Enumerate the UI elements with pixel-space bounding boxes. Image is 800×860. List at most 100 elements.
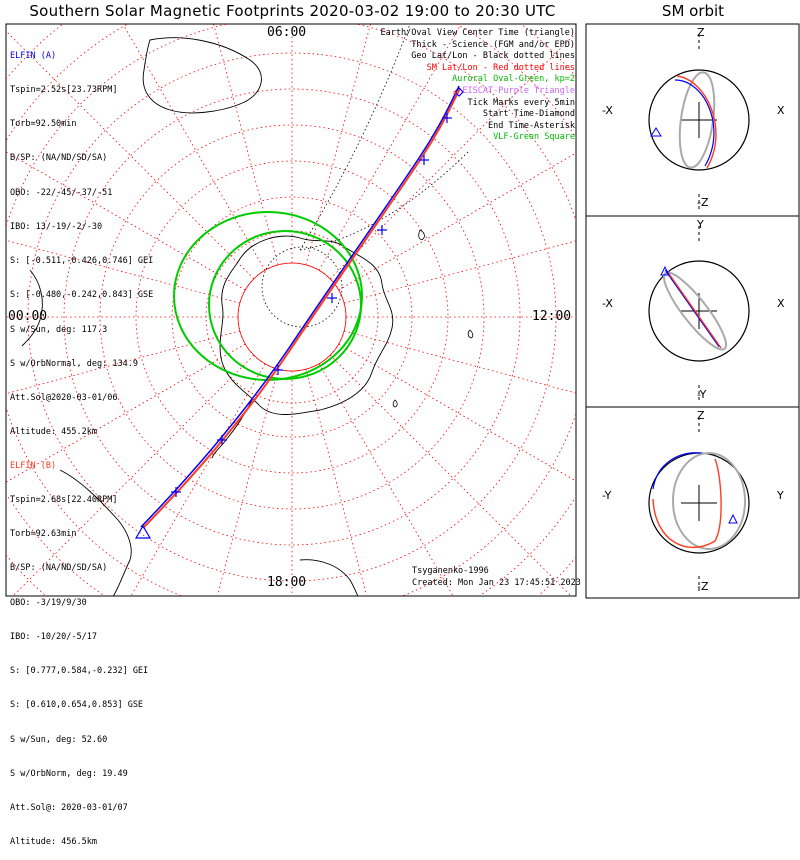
elfin-a-line: Att.Sol@2020-03-01/06 <box>10 393 118 403</box>
sm-latitude-circle <box>99 124 485 510</box>
antarctica-coast <box>219 235 394 415</box>
sm-panel-2-right-label: X <box>777 297 785 310</box>
island-coast <box>392 229 474 408</box>
elfin-b-line: S w/Sun, deg: 52.60 <box>10 734 108 745</box>
elfin-b-line: B/SP: (NA/ND/SD/SA) <box>10 563 108 574</box>
elfin-b-line: S w/OrbNorm, deg: 19.49 <box>10 768 128 779</box>
sm-panel-graphic <box>585 215 800 408</box>
view-triangle <box>650 127 662 137</box>
page-title: Southern Solar Magnetic Footprints 2020-… <box>29 2 556 20</box>
legend-item: EISCAT-Purple Triangle <box>462 85 575 96</box>
orbit-projection <box>662 271 728 351</box>
elfin-b-info: ELFIN (B) Tspin=2.68s[22.40RPM] Torb=92.… <box>10 438 148 860</box>
mlt-label-left: 00:00 <box>8 309 48 324</box>
sm-panel-3-left-label: -Y <box>602 489 612 502</box>
elfin-a-name: ELFIN (A) <box>10 50 57 61</box>
sm-pole-circle <box>237 262 347 372</box>
model-credit: Tsyganenko-1996 <box>412 566 489 576</box>
sm-panel-1-right-label: X <box>777 104 785 117</box>
elfin-a-orbit <box>664 269 720 348</box>
sm-panel-2-left-label: -X <box>602 297 613 310</box>
sm-panel-1-bottom-label: -Z <box>697 196 709 209</box>
view-triangle <box>728 513 738 524</box>
sm-longitude-line <box>344 330 576 394</box>
elfin-a-line: S: [-0.511,-0.426,0.746] GEI <box>10 256 154 267</box>
sm-panel-1-top-label: Z <box>697 26 705 39</box>
sm-panel-3-top-label: Z <box>697 409 705 422</box>
elfin-b-orbit <box>676 75 717 169</box>
sm-panel-1-left-label: -X <box>602 104 613 117</box>
elfin-a-line: Tspin=2.52s[23.73RPM] <box>10 85 118 96</box>
elfin-a-info: ELFIN (A) Tspin=2.52s[23.73RPM] Torb=92.… <box>10 28 153 450</box>
sm-orbit-title: SM orbit <box>661 2 725 20</box>
legend-item: SM Lat/Lon - Red dotted lines <box>426 62 575 73</box>
sm-latitude-circle <box>171 196 413 438</box>
legend-item: VLF-Green Square <box>493 132 575 143</box>
australia-coast <box>142 37 262 114</box>
start-diamond <box>454 87 464 97</box>
earth-circle <box>648 69 750 171</box>
geo-latitude-circle <box>261 246 343 328</box>
auroral-oval-inner <box>208 230 362 380</box>
sm-longitude-line <box>329 354 572 596</box>
elfin-a-line: Torb=92.50min <box>10 119 77 130</box>
elfin-b-track <box>142 87 461 529</box>
elfin-b-name: ELFIN (B) <box>10 460 57 471</box>
elfin-b-line: IBO: -10/20/-5/17 <box>10 631 97 642</box>
sm-panel-frame <box>585 406 800 599</box>
sm-longitude-line <box>318 363 454 596</box>
created-timestamp: Created: Mon Jan 23 17:45:51 2023 <box>412 578 581 588</box>
sm-longitude-line <box>344 240 576 304</box>
sm-panel-graphic <box>585 406 800 599</box>
geo-grid <box>261 24 471 328</box>
mlt-label-bottom: 18:00 <box>267 575 307 590</box>
main-frame <box>5 23 577 597</box>
elfin-b-orbit <box>666 270 722 349</box>
sm-panel-3-right-label: Y <box>777 489 784 502</box>
legend: Earth/Oval View Center Time (triangle) T… <box>381 28 575 144</box>
sm-latitude-circle <box>135 160 449 474</box>
auroral-oval-outer <box>173 211 363 381</box>
spacecraft-tracks: * <box>134 85 464 539</box>
sm-panel-graphic <box>585 23 800 217</box>
legend-item: Geo Lat/Lon - Black dotted lines <box>411 51 575 62</box>
sm-panel-3-bottom-label: -Z <box>697 580 709 593</box>
elfin-b-line: OBO: -3/19/9/30 <box>10 597 87 608</box>
legend-item: Tick Marks every 5min <box>467 97 575 108</box>
elfin-a-line: OBO: -22/-45/-37/-51 <box>10 187 113 198</box>
earth-circle <box>648 260 750 362</box>
orbit-projection <box>672 452 746 550</box>
mlt-label-top: 06:00 <box>267 25 307 40</box>
mlt-label-right: 12:00 <box>532 309 572 324</box>
sm-latitude-circle <box>237 262 347 372</box>
legend-item: Start Time-Diamond <box>482 109 575 120</box>
elfin-b-line: Att.Sol@: 2020-03-01/07 <box>10 803 128 813</box>
sm-panel-2-bottom-label: -Y <box>697 388 707 401</box>
elfin-b-line: S: [0.610,0.654,0.853] GSE <box>10 700 144 711</box>
elfin-a-orbit <box>674 79 715 167</box>
elfin-a-track <box>140 85 460 528</box>
elfin-a-line: S w/OrbNormal, deg: 134.9 <box>10 358 138 369</box>
elfin-a-line: B/SP: (NA/ND/SD/SA) <box>10 153 108 164</box>
elfin-b-line: S: [0.777,0.584,-0.232] GEI <box>10 666 149 677</box>
sm-panel-2-top-label: Y <box>697 218 704 231</box>
elfin-b-line: Torb=92.63min <box>10 529 77 540</box>
auroral-oval <box>173 211 363 381</box>
south-america-coast <box>59 469 132 596</box>
elfin-b-orbit <box>652 458 722 549</box>
africa-coast <box>299 559 359 596</box>
elfin-a-line: S: [-0.480,-0.242,0.843] GSE <box>10 290 154 301</box>
coastlines <box>21 37 474 596</box>
geo-meridian-line <box>299 24 411 251</box>
elfin-b-line: Tspin=2.68s[22.40RPM] <box>10 495 118 506</box>
sm-longitude-line <box>216 369 279 596</box>
elfin-a-line: S w/Sun, deg: 117.3 <box>10 324 108 335</box>
elfin-a-line: Altitude: 455.2km <box>10 427 97 438</box>
elfin-a-line: IBO: 13/-19/-2/-30 <box>10 221 103 232</box>
legend-item: Auroral Oval-Green, kp=2 <box>452 74 575 85</box>
sm-latitude-circle <box>63 88 521 546</box>
view-triangle <box>660 265 670 276</box>
view-center-triangle <box>134 524 152 539</box>
new-zealand-coast <box>21 269 43 347</box>
legend-item: Earth/Oval View Center Time (triangle) <box>380 28 575 38</box>
